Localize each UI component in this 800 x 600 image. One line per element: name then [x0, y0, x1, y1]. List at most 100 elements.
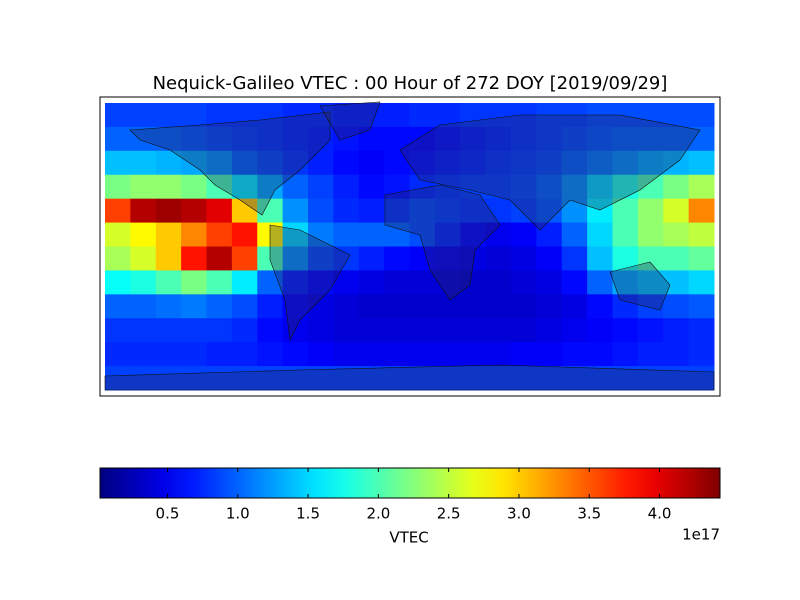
- heatmap-cell: [155, 294, 182, 319]
- heatmap-cell: [637, 126, 664, 152]
- heatmap-cell: [587, 366, 613, 391]
- heatmap-cell: [358, 246, 385, 271]
- heatmap-cell: [637, 150, 664, 176]
- heatmap-cell: [333, 246, 360, 271]
- heatmap-cell: [637, 174, 664, 200]
- heatmap-cell: [181, 294, 207, 319]
- heatmap-cell: [308, 318, 334, 343]
- heatmap-cell: [561, 222, 588, 247]
- heatmap-cell: [231, 198, 258, 224]
- heatmap-cell: [485, 270, 512, 295]
- heatmap-cell: [612, 294, 639, 319]
- heatmap-cell: [130, 246, 157, 271]
- heatmap-cell: [308, 198, 334, 224]
- heatmap-cell: [257, 198, 284, 224]
- land: [319, 101, 381, 141]
- heatmap-cell: [105, 103, 131, 128]
- colorbar-tick-label: 2.5: [437, 505, 461, 523]
- colorbar-tick-label: 3.5: [577, 505, 601, 523]
- heatmap-cell: [612, 342, 639, 367]
- heatmap-cell: [155, 198, 182, 224]
- heatmap-cell: [282, 246, 309, 271]
- heatmap-cell: [333, 342, 360, 367]
- heatmap-cell: [663, 294, 690, 319]
- heatmap-cell: [257, 342, 284, 367]
- heatmap-cell: [105, 366, 131, 391]
- heatmap-cell: [511, 366, 537, 391]
- heatmap-cell: [333, 294, 360, 319]
- heatmap-cell: [485, 318, 512, 343]
- heatmap-cell: [206, 342, 233, 367]
- heatmap-cell: [688, 318, 715, 343]
- heatmap-cell: [181, 222, 207, 247]
- heatmap-cell: [105, 270, 131, 295]
- heatmap-cell: [282, 318, 309, 343]
- heatmap-cell: [384, 222, 410, 247]
- colorbar-tick-label: 4.0: [648, 505, 672, 523]
- heatmap-cell: [511, 174, 537, 200]
- heatmap-cell: [105, 174, 131, 200]
- heatmap-cell: [384, 270, 410, 295]
- colorbar-tick-label: 1.5: [296, 505, 320, 523]
- heatmap-cell: [105, 150, 131, 176]
- heatmap-cell: [409, 103, 436, 128]
- heatmap-cell: [434, 294, 461, 319]
- heatmap-cell: [536, 366, 563, 391]
- heatmap-cell: [485, 150, 512, 176]
- heatmap-cell: [155, 366, 182, 391]
- colorbar-tick-label: 0.5: [156, 505, 180, 523]
- heatmap-cell: [130, 103, 157, 128]
- heatmap-cell: [434, 342, 461, 367]
- heatmap-cell: [587, 294, 613, 319]
- heatmap-cell: [561, 174, 588, 200]
- heatmap-cell: [663, 198, 690, 224]
- heatmap-cell: [460, 174, 487, 200]
- heatmap-cell: [181, 246, 207, 271]
- heatmap-cell: [308, 246, 334, 271]
- heatmap-cell: [511, 342, 537, 367]
- heatmap-cell: [587, 198, 613, 224]
- heatmap-cell: [282, 270, 309, 295]
- heatmap-cell: [206, 126, 233, 152]
- heatmap-cell: [587, 222, 613, 247]
- heatmap-cell: [333, 150, 360, 176]
- heatmap-cell: [511, 270, 537, 295]
- heatmap-cell: [130, 294, 157, 319]
- colorbar-tick-label: 1.0: [226, 505, 250, 523]
- heatmap-cell: [688, 246, 715, 271]
- heatmap-cell: [511, 318, 537, 343]
- heatmap-cell: [257, 294, 284, 319]
- land: [384, 184, 501, 301]
- heatmap-cell: [282, 222, 309, 247]
- heatmap-cell: [409, 270, 436, 295]
- heatmap-cell: [637, 342, 664, 367]
- heatmap-cell: [231, 174, 258, 200]
- heatmap-cell: [511, 126, 537, 152]
- heatmap-cell: [612, 222, 639, 247]
- heatmap-cell: [663, 366, 690, 391]
- heatmap-cell: [333, 270, 360, 295]
- heatmap-cell: [637, 270, 664, 295]
- heatmap-cell: [460, 270, 487, 295]
- heatmap-cell: [257, 318, 284, 343]
- heatmap-cell: [333, 126, 360, 152]
- heatmap-cell: [561, 366, 588, 391]
- heatmap-cell: [485, 198, 512, 224]
- heatmap-cell: [434, 246, 461, 271]
- heatmap-cell: [536, 126, 563, 152]
- heatmap-cell: [612, 198, 639, 224]
- heatmap-cell: [358, 198, 385, 224]
- heatmap-cell: [688, 222, 715, 247]
- heatmap-cell: [663, 318, 690, 343]
- heatmap-cell: [460, 150, 487, 176]
- heatmap-cell: [434, 222, 461, 247]
- heatmap-cell: [130, 174, 157, 200]
- heatmap-cell: [333, 366, 360, 391]
- heatmap-cell: [561, 246, 588, 271]
- heatmap-cell: [231, 126, 258, 152]
- heatmap-cell: [485, 246, 512, 271]
- heatmap-cell: [384, 366, 410, 391]
- heatmap-cell: [206, 246, 233, 271]
- heatmap-cell: [409, 174, 436, 200]
